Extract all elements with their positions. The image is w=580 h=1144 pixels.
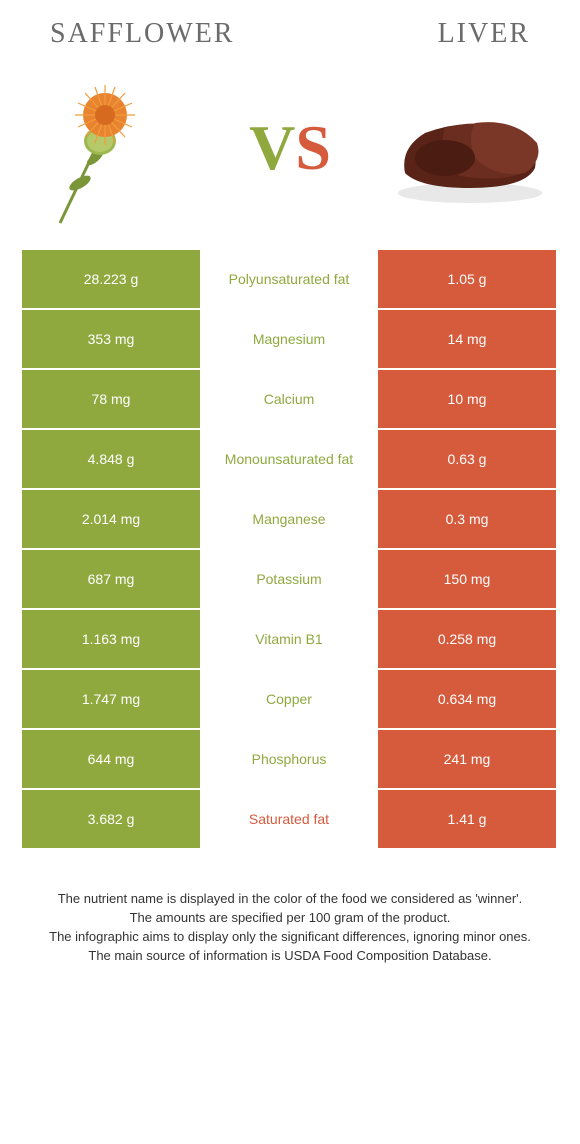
cell-left-value: 4.848 g: [22, 430, 200, 488]
header: SAFFLOWER LIVER: [0, 0, 580, 50]
cell-nutrient-name: Polyunsaturated fat: [200, 250, 378, 308]
cell-left-value: 78 mg: [22, 370, 200, 428]
table-row: 1.163 mgVitamin B10.258 mg: [22, 610, 558, 668]
cell-right-value: 0.634 mg: [378, 670, 556, 728]
cell-nutrient-name: Vitamin B1: [200, 610, 378, 668]
cell-left-value: 644 mg: [22, 730, 200, 788]
footer: The nutrient name is displayed in the co…: [0, 850, 580, 965]
safflower-image: [20, 63, 200, 233]
liver-image: [380, 63, 560, 233]
cell-right-value: 0.3 mg: [378, 490, 556, 548]
cell-right-value: 1.41 g: [378, 790, 556, 848]
cell-nutrient-name: Magnesium: [200, 310, 378, 368]
cell-nutrient-name: Phosphorus: [200, 730, 378, 788]
table-row: 28.223 gPolyunsaturated fat1.05 g: [22, 250, 558, 308]
table-row: 78 mgCalcium10 mg: [22, 370, 558, 428]
footer-line: The infographic aims to display only the…: [30, 928, 550, 947]
table-row: 353 mgMagnesium14 mg: [22, 310, 558, 368]
cell-right-value: 14 mg: [378, 310, 556, 368]
table-row: 3.682 gSaturated fat1.41 g: [22, 790, 558, 848]
cell-left-value: 3.682 g: [22, 790, 200, 848]
table-row: 1.747 mgCopper0.634 mg: [22, 670, 558, 728]
cell-nutrient-name: Monounsaturated fat: [200, 430, 378, 488]
cell-right-value: 10 mg: [378, 370, 556, 428]
cell-left-value: 28.223 g: [22, 250, 200, 308]
cell-left-value: 1.747 mg: [22, 670, 200, 728]
vs-v: V: [249, 112, 295, 183]
table-row: 4.848 gMonounsaturated fat0.63 g: [22, 430, 558, 488]
images-row: VS: [0, 50, 580, 250]
table-row: 687 mgPotassium150 mg: [22, 550, 558, 608]
cell-nutrient-name: Potassium: [200, 550, 378, 608]
cell-right-value: 0.63 g: [378, 430, 556, 488]
title-right: LIVER: [438, 18, 530, 50]
table-row: 644 mgPhosphorus241 mg: [22, 730, 558, 788]
cell-left-value: 687 mg: [22, 550, 200, 608]
cell-nutrient-name: Copper: [200, 670, 378, 728]
vs-s: S: [295, 112, 331, 183]
cell-right-value: 1.05 g: [378, 250, 556, 308]
footer-line: The amounts are specified per 100 gram o…: [30, 909, 550, 928]
cell-nutrient-name: Saturated fat: [200, 790, 378, 848]
cell-nutrient-name: Manganese: [200, 490, 378, 548]
cell-left-value: 2.014 mg: [22, 490, 200, 548]
footer-line: The main source of information is USDA F…: [30, 947, 550, 966]
cell-right-value: 0.258 mg: [378, 610, 556, 668]
footer-line: The nutrient name is displayed in the co…: [30, 890, 550, 909]
title-left: SAFFLOWER: [50, 18, 234, 50]
cell-nutrient-name: Calcium: [200, 370, 378, 428]
cell-right-value: 241 mg: [378, 730, 556, 788]
vs-label: VS: [249, 111, 331, 185]
nutrient-table: 28.223 gPolyunsaturated fat1.05 g353 mgM…: [22, 250, 558, 848]
cell-right-value: 150 mg: [378, 550, 556, 608]
cell-left-value: 1.163 mg: [22, 610, 200, 668]
cell-left-value: 353 mg: [22, 310, 200, 368]
table-row: 2.014 mgManganese0.3 mg: [22, 490, 558, 548]
